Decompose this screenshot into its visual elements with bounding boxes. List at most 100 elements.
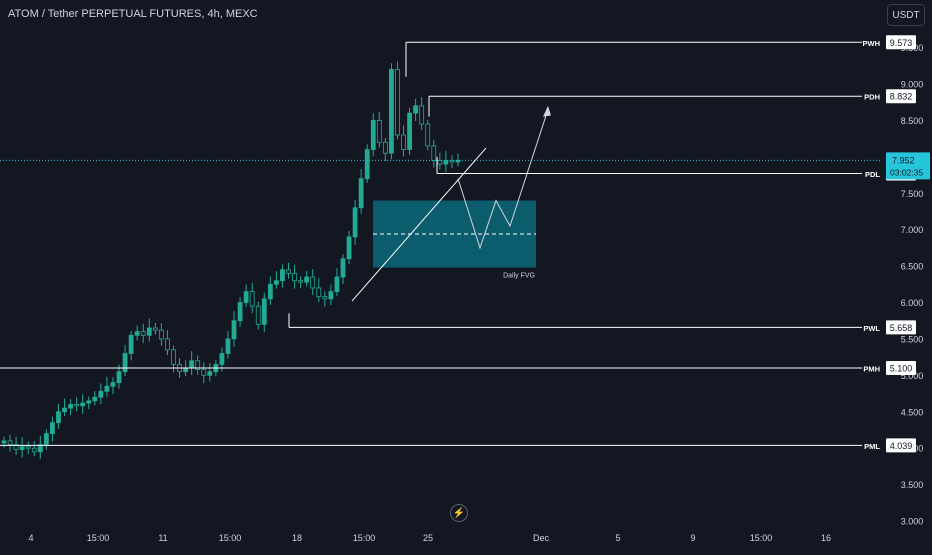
- candle-body: [31, 447, 37, 453]
- price-tick: 7.500: [901, 189, 924, 199]
- candle-body: [116, 371, 122, 384]
- time-tick: 18: [292, 533, 302, 543]
- candle-body: [74, 404, 80, 407]
- candle-body: [86, 400, 92, 404]
- candle-body: [273, 280, 279, 285]
- candle-body: [231, 320, 237, 340]
- candle-body: [80, 402, 86, 407]
- candle-body: [304, 276, 310, 283]
- candle-body: [189, 360, 195, 369]
- candle-body: [158, 329, 164, 340]
- price-tick: 8.500: [901, 116, 924, 126]
- projection-arrowhead: [543, 105, 551, 117]
- candle-body: [340, 258, 346, 278]
- candle-body: [37, 444, 43, 453]
- candle-body: [140, 331, 146, 336]
- lightning-icon[interactable]: ⚡: [450, 504, 468, 522]
- candle-body: [237, 302, 243, 322]
- candle-body: [298, 280, 304, 283]
- candle-body: [322, 296, 328, 300]
- candle-body: [13, 444, 19, 451]
- price-tick: 6.000: [901, 298, 924, 308]
- level-value-text: 5.100: [890, 364, 913, 374]
- time-tick: 9: [690, 533, 695, 543]
- currency-button[interactable]: USDT: [887, 4, 925, 26]
- candle-body: [401, 134, 406, 150]
- candle-body: [219, 353, 225, 365]
- candle-body: [443, 160, 449, 165]
- price-tick: 3.500: [901, 480, 924, 490]
- price-tick: 5.000: [901, 371, 924, 381]
- time-tick: 15:00: [750, 533, 773, 543]
- price-tick: 7.000: [901, 225, 924, 235]
- candle-body: [437, 160, 443, 165]
- candle-body: [201, 369, 207, 376]
- time-tick: 11: [158, 533, 167, 543]
- level-value-tag: [886, 361, 916, 376]
- trendline: [351, 147, 487, 302]
- time-tick: 15:00: [87, 533, 110, 543]
- level-label-pwh: PWH: [863, 39, 881, 48]
- level-value-tag: [886, 35, 916, 50]
- candle-body: [68, 404, 73, 409]
- level-value-tag: [886, 89, 916, 104]
- price-tick: 3.000: [901, 517, 924, 527]
- candle-body: [280, 269, 285, 282]
- candle-body: [110, 382, 116, 387]
- candle-body: [310, 276, 316, 289]
- candle-body: [43, 433, 49, 445]
- candle-body: [1, 440, 7, 444]
- candle-body: [7, 440, 13, 445]
- candle-body: [195, 360, 201, 370]
- time-tick: 5: [615, 533, 620, 543]
- level-value-text: 9.573: [890, 38, 913, 48]
- candle-body: [419, 105, 425, 125]
- level-value-text: 8.832: [890, 92, 913, 102]
- candle-body: [207, 371, 213, 376]
- level-value-text: 5.658: [890, 323, 913, 333]
- candle-body: [316, 287, 322, 298]
- level-value-text: 4.039: [890, 441, 913, 451]
- candle-body: [389, 69, 394, 154]
- countdown-text: 03:02:35: [890, 167, 923, 177]
- candle-body: [358, 178, 364, 209]
- candle-body: [134, 331, 140, 336]
- candle-body: [352, 207, 358, 238]
- price-tick: 9.000: [901, 80, 924, 90]
- candle-body: [98, 390, 104, 398]
- candle-body: [25, 446, 31, 449]
- current-price-text: 7.952: [892, 155, 915, 165]
- candle-body: [104, 385, 110, 392]
- candle-body: [225, 338, 231, 354]
- candle-body: [395, 69, 400, 136]
- level-label-pdl: PDL: [865, 170, 880, 179]
- candle-body: [92, 396, 98, 402]
- level-value-tag: [886, 438, 916, 453]
- candle-body: [249, 291, 255, 307]
- candle-body: [243, 291, 249, 303]
- time-tick: 16: [821, 533, 831, 543]
- projection-path: [457, 109, 549, 250]
- candle-body: [431, 145, 437, 161]
- candle-body: [152, 327, 158, 331]
- current-price-tag: [886, 152, 930, 180]
- fvg-label: Daily FVG: [503, 273, 535, 280]
- level-label-pwl: PWL: [863, 324, 880, 333]
- level-label-pdh: PDH: [864, 93, 880, 102]
- candle-body: [425, 123, 431, 147]
- level-label-pml: PML: [864, 442, 880, 451]
- level-label-pmh: PMH: [863, 365, 880, 374]
- candle-body: [128, 334, 134, 354]
- candle-body: [364, 149, 370, 180]
- candle-body: [292, 272, 297, 282]
- price-tick: 4.500: [901, 407, 924, 417]
- time-tick: 15:00: [219, 533, 242, 543]
- candle-body: [376, 120, 382, 143]
- candle-body: [56, 411, 61, 424]
- candle-body: [171, 349, 176, 365]
- candle-body: [449, 160, 455, 163]
- candle-body: [346, 236, 352, 260]
- time-tick: 25: [423, 533, 433, 543]
